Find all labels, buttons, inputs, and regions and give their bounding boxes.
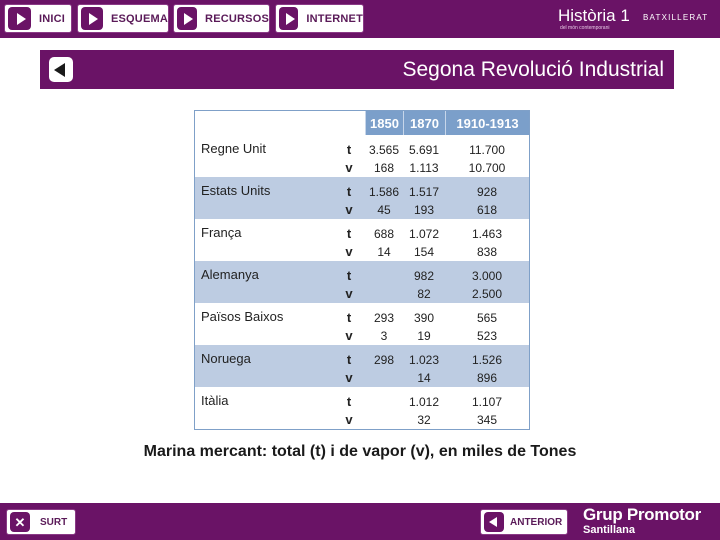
value-cell: 298 xyxy=(373,353,395,367)
value-cell xyxy=(365,387,403,429)
country-name: França xyxy=(201,225,242,240)
previous-label: ANTERIOR xyxy=(510,516,563,528)
column-header: 1910-1913 xyxy=(445,111,529,135)
value-cell: 11.700 10.700 xyxy=(468,143,506,175)
brand-level: BATXILLERAT xyxy=(643,13,709,22)
value-cell: 1.072 154 xyxy=(408,227,440,259)
back-button[interactable] xyxy=(49,57,73,82)
table-caption: Marina mercant: total (t) i de vapor (v)… xyxy=(143,443,577,460)
exit-button[interactable]: ✕ SURT xyxy=(6,509,76,535)
country-name: Noruega xyxy=(201,351,251,366)
top-navigation-bar: INICI ESQUEMA RECURSOS INTERNET Història… xyxy=(0,0,720,38)
previous-button[interactable]: ANTERIOR xyxy=(480,509,568,535)
value-cell: 390 19 xyxy=(413,311,435,343)
play-icon xyxy=(279,7,299,30)
country-name: Països Baixos xyxy=(201,309,284,324)
nav-internet-label: INTERNET xyxy=(306,12,363,25)
value-cell: 928 618 xyxy=(476,185,498,217)
value-cell: 3.565 168 xyxy=(368,143,400,175)
value-cell: 1.012 32 xyxy=(408,395,440,427)
table-header-row: 1850 1870 1910-1913 xyxy=(195,111,529,135)
table-header-blank xyxy=(195,111,365,135)
back-arrow-icon xyxy=(484,512,504,532)
country-name: Itàlia xyxy=(201,393,229,408)
country-name: Alemanya xyxy=(201,267,259,282)
value-cell: 1.526 896 xyxy=(471,353,503,385)
value-cell: 688 14 xyxy=(373,227,395,259)
brand-subtitle: del món contemporani xyxy=(560,25,610,31)
column-header: 1850 xyxy=(365,111,403,135)
close-icon: ✕ xyxy=(10,512,30,532)
exit-label: SURT xyxy=(40,516,68,528)
nav-home-label: INICI xyxy=(39,12,66,25)
value-cell: 1.517 193 xyxy=(408,185,440,217)
value-cell: 1.586 45 xyxy=(368,185,400,217)
value-cell: 1.463 838 xyxy=(471,227,503,259)
nav-resources-button[interactable]: RECURSOS xyxy=(173,4,270,33)
back-arrow-icon xyxy=(54,62,65,77)
play-icon xyxy=(81,7,103,30)
publisher-logo-sub: Santillana xyxy=(583,524,635,536)
country-name: Regne Unit xyxy=(201,141,267,156)
brand-title: Història 1 xyxy=(558,6,630,25)
column-header: 1870 xyxy=(403,111,445,135)
value-cell: 293 3 xyxy=(373,311,395,343)
page-title-bar: Segona Revolució Industrial xyxy=(40,50,674,89)
value-cell xyxy=(365,261,403,303)
publisher-logo: Grup Promotor xyxy=(583,505,701,524)
nav-home-button[interactable]: INICI xyxy=(4,4,72,33)
nav-resources-label: RECURSOS xyxy=(205,12,269,25)
page-title: Segona Revolució Industrial xyxy=(402,58,665,81)
value-cell: 565 523 xyxy=(476,311,498,343)
value-cell: 3.000 2.500 xyxy=(471,269,503,301)
play-icon xyxy=(8,7,31,30)
value-cell: 982 82 xyxy=(413,269,435,301)
play-icon xyxy=(177,7,198,30)
country-name: Estats Units xyxy=(201,183,271,198)
value-cell: 1.023 14 xyxy=(408,353,440,385)
value-cell: 5.691 1.113 xyxy=(408,143,440,175)
nav-internet-button[interactable]: INTERNET xyxy=(275,4,364,33)
nav-outline-label: ESQUEMA xyxy=(110,12,168,25)
footer-bar: ✕ SURT ANTERIOR Grup Promotor Santillana xyxy=(0,503,720,540)
nav-outline-button[interactable]: ESQUEMA xyxy=(77,4,169,33)
value-cell: 1.107 345 xyxy=(471,395,503,427)
